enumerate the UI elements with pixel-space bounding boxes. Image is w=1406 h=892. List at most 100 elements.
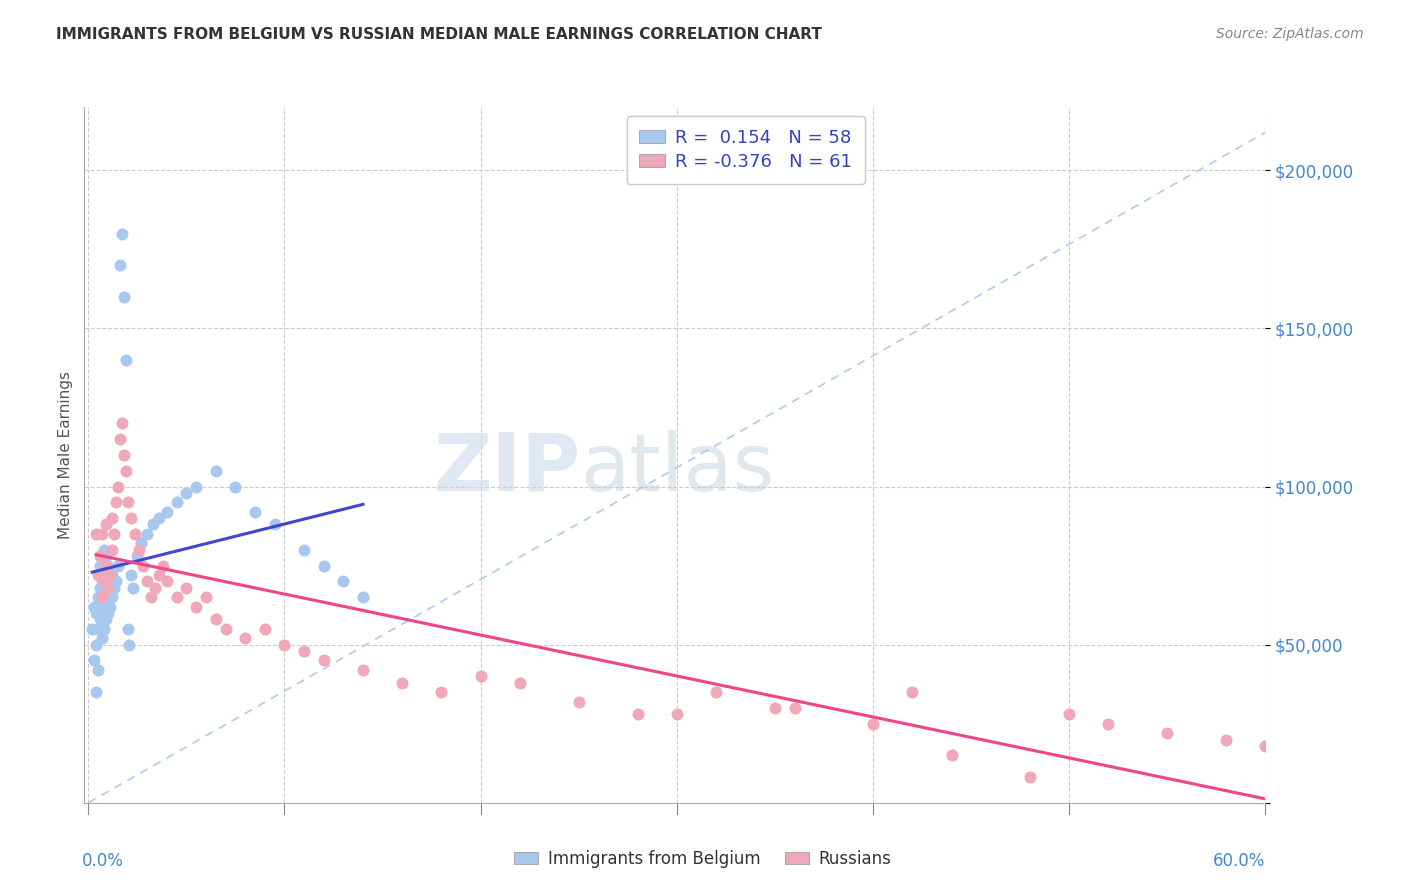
Point	[156, 505, 179, 519]
Point	[98, 599, 121, 614]
Point	[1097, 716, 1119, 731]
Point	[97, 558, 120, 573]
Point	[101, 511, 124, 525]
Point	[120, 511, 142, 525]
Point	[114, 464, 136, 478]
Point	[263, 517, 285, 532]
Point	[83, 599, 105, 614]
Text: IMMIGRANTS FROM BELGIUM VS RUSSIAN MEDIAN MALE EARNINGS CORRELATION CHART: IMMIGRANTS FROM BELGIUM VS RUSSIAN MEDIA…	[56, 27, 823, 42]
Point	[94, 549, 117, 563]
Point	[127, 549, 149, 563]
Point	[101, 542, 124, 557]
Point	[124, 527, 146, 541]
Point	[568, 695, 591, 709]
Point	[94, 568, 117, 582]
Point	[156, 574, 179, 589]
Point	[94, 517, 117, 532]
Point	[93, 542, 115, 557]
Point	[94, 591, 117, 605]
Text: 60.0%: 60.0%	[1213, 852, 1265, 870]
Point	[108, 432, 131, 446]
Point	[93, 622, 115, 636]
Point	[107, 558, 129, 573]
Point	[84, 638, 107, 652]
Point	[332, 574, 354, 589]
Point	[82, 622, 104, 636]
Point	[253, 622, 276, 636]
Point	[292, 542, 315, 557]
Point	[98, 574, 121, 589]
Point	[142, 517, 165, 532]
Point	[136, 527, 159, 541]
Point	[143, 581, 166, 595]
Point	[89, 581, 111, 595]
Point	[176, 486, 198, 500]
Point	[665, 707, 688, 722]
Point	[152, 558, 174, 573]
Point	[148, 511, 170, 525]
Point	[292, 644, 315, 658]
Point	[166, 591, 188, 605]
Point	[352, 591, 374, 605]
Point	[111, 227, 134, 241]
Point	[128, 542, 150, 557]
Point	[103, 581, 125, 595]
Point	[1254, 739, 1277, 753]
Point	[224, 479, 246, 493]
Point	[312, 653, 335, 667]
Point	[89, 549, 111, 563]
Point	[98, 568, 121, 582]
Point	[139, 591, 162, 605]
Point	[186, 479, 208, 493]
Point	[204, 464, 226, 478]
Point	[430, 685, 453, 699]
Point	[84, 527, 107, 541]
Point	[129, 536, 152, 550]
Point	[509, 675, 531, 690]
Legend: R =  0.154   N = 58, R = -0.376   N = 61: R = 0.154 N = 58, R = -0.376 N = 61	[627, 116, 865, 184]
Point	[204, 612, 226, 626]
Text: atlas: atlas	[581, 430, 775, 508]
Point	[862, 716, 884, 731]
Point	[103, 527, 125, 541]
Point	[87, 622, 110, 636]
Point	[84, 606, 107, 620]
Point	[166, 495, 188, 509]
Text: 0.0%: 0.0%	[82, 852, 124, 870]
Point	[101, 591, 124, 605]
Point	[312, 558, 335, 573]
Point	[132, 558, 155, 573]
Point	[84, 685, 107, 699]
Point	[94, 558, 117, 573]
Point	[114, 353, 136, 368]
Point	[117, 495, 139, 509]
Point	[94, 612, 117, 626]
Point	[87, 591, 110, 605]
Point	[91, 591, 114, 605]
Point	[87, 663, 110, 677]
Point	[122, 581, 145, 595]
Point	[83, 653, 105, 667]
Point	[107, 479, 129, 493]
Point	[214, 622, 236, 636]
Point	[136, 574, 159, 589]
Point	[93, 574, 115, 589]
Point	[1156, 726, 1178, 740]
Point	[91, 527, 114, 541]
Point	[941, 748, 963, 763]
Point	[243, 505, 266, 519]
Y-axis label: Median Male Earnings: Median Male Earnings	[58, 371, 73, 539]
Point	[104, 574, 127, 589]
Point	[89, 558, 111, 573]
Point	[148, 568, 170, 582]
Point	[117, 622, 139, 636]
Point	[626, 707, 648, 722]
Legend: Immigrants from Belgium, Russians: Immigrants from Belgium, Russians	[508, 844, 898, 875]
Point	[233, 632, 256, 646]
Point	[176, 581, 198, 595]
Point	[704, 685, 727, 699]
Point	[470, 669, 492, 683]
Point	[91, 632, 114, 646]
Point	[901, 685, 924, 699]
Point	[195, 591, 218, 605]
